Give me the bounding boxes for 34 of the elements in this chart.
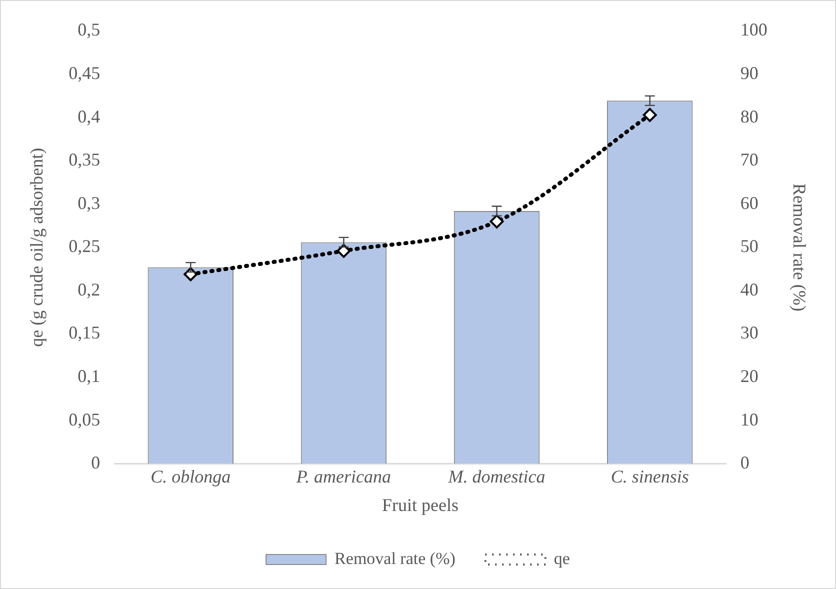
point	[336, 244, 351, 258]
point	[642, 108, 657, 122]
y-tick-label: 0,4	[78, 106, 100, 126]
x-tick-label: P. americana	[295, 466, 392, 486]
y2-tick-label: 40	[740, 279, 758, 300]
x-axis-title: Fruit peels	[382, 494, 458, 515]
y-axis-title: qe (g crude oil/g adsorbent)	[26, 148, 47, 347]
x-tick-label: C. sinensis	[610, 466, 689, 486]
y-tick-label: 0,2	[78, 279, 100, 300]
y-tick-label: 0,05	[68, 409, 100, 430]
x-tick-label: C. oblonga	[150, 466, 231, 486]
y2-axis-title: Removal rate (%)	[789, 183, 810, 312]
y2-tick-label: 70	[740, 150, 758, 170]
y2-tick-label: 100	[740, 20, 768, 40]
legend-label: Removal rate (%)	[334, 548, 456, 568]
x-tick-label: M. domestica	[447, 466, 546, 486]
y2-tick-label: 20	[740, 366, 758, 386]
y-tick-label: 0,25	[68, 236, 100, 256]
y-tick-label: 0	[91, 452, 100, 473]
y2-tick-label: 50	[740, 236, 758, 256]
y2-tick-label: 90	[740, 63, 758, 84]
y2-tick-label: 30	[740, 322, 758, 343]
y2-tick-label: 60	[740, 192, 758, 213]
legend-label: qe	[554, 548, 570, 568]
point	[490, 214, 504, 228]
y-tick-label: 0,15	[68, 322, 100, 343]
y-tick-label: 0,45	[68, 63, 100, 84]
y2-tick-label: 80	[740, 106, 758, 126]
y2-tick-label: 10	[740, 409, 758, 430]
y-tick-label: 0,3	[78, 192, 100, 213]
y-tick-label: 0,35	[68, 150, 100, 170]
y2-tick-label: 0	[740, 452, 750, 473]
y-tick-label: 0,5	[78, 20, 100, 40]
y-tick-label: 0,1	[78, 366, 100, 386]
